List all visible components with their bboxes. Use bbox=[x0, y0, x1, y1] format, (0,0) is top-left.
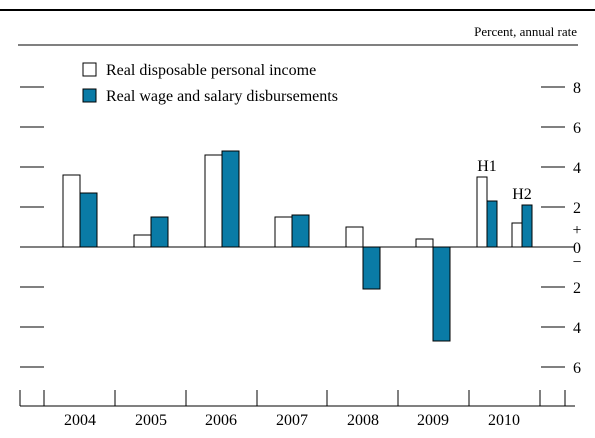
bar-wages bbox=[221, 150, 240, 248]
x-category-label: 2004 bbox=[64, 412, 96, 429]
unit-label: Percent, annual rate bbox=[474, 24, 577, 39]
y-tick-label: 6 bbox=[573, 360, 581, 377]
bar-wages bbox=[362, 246, 381, 290]
y-tick-label: 2 bbox=[573, 280, 581, 297]
bar-wages bbox=[79, 192, 98, 248]
x-category-label: 2010 bbox=[488, 412, 520, 429]
legend-swatch-wages bbox=[82, 88, 97, 103]
bar-income bbox=[511, 222, 523, 248]
y-tick-label: 4 bbox=[573, 160, 581, 177]
bar-wages bbox=[432, 246, 451, 342]
y-tick-label: 6 bbox=[573, 120, 581, 137]
bar-income bbox=[62, 174, 81, 248]
minus-sign-label: − bbox=[572, 254, 581, 271]
legend-swatch-income bbox=[82, 62, 97, 77]
bar-wages bbox=[486, 200, 498, 248]
y-tick-label: 4 bbox=[573, 320, 581, 337]
bar-wages bbox=[291, 214, 310, 248]
bar-income bbox=[476, 176, 488, 248]
x-category-label: 2008 bbox=[347, 412, 379, 429]
x-category-label: 2006 bbox=[205, 412, 237, 429]
bar-income bbox=[345, 226, 364, 248]
y-tick-label: 8 bbox=[573, 80, 581, 97]
legend: Real disposable personal income Real wag… bbox=[82, 62, 338, 105]
bar-wages bbox=[521, 204, 533, 248]
bar-income bbox=[274, 216, 293, 248]
annotation-h1: H1 bbox=[477, 158, 497, 175]
x-category-label: 2007 bbox=[276, 412, 308, 429]
bar-income bbox=[204, 154, 223, 248]
legend-label-income: Real disposable personal income bbox=[106, 62, 316, 79]
x-category-label: 2009 bbox=[417, 412, 449, 429]
y-tick-label: 2 bbox=[573, 200, 581, 217]
bar-income bbox=[133, 234, 152, 248]
x-category-label: 2005 bbox=[135, 412, 167, 429]
y-tick-label: 0 bbox=[573, 240, 581, 257]
bar-wages bbox=[150, 216, 169, 248]
annotation-h2: H2 bbox=[512, 186, 532, 203]
bar-income bbox=[415, 238, 434, 248]
legend-label-wages: Real wage and salary disbursements bbox=[106, 88, 338, 105]
plus-sign-label: + bbox=[572, 222, 581, 239]
